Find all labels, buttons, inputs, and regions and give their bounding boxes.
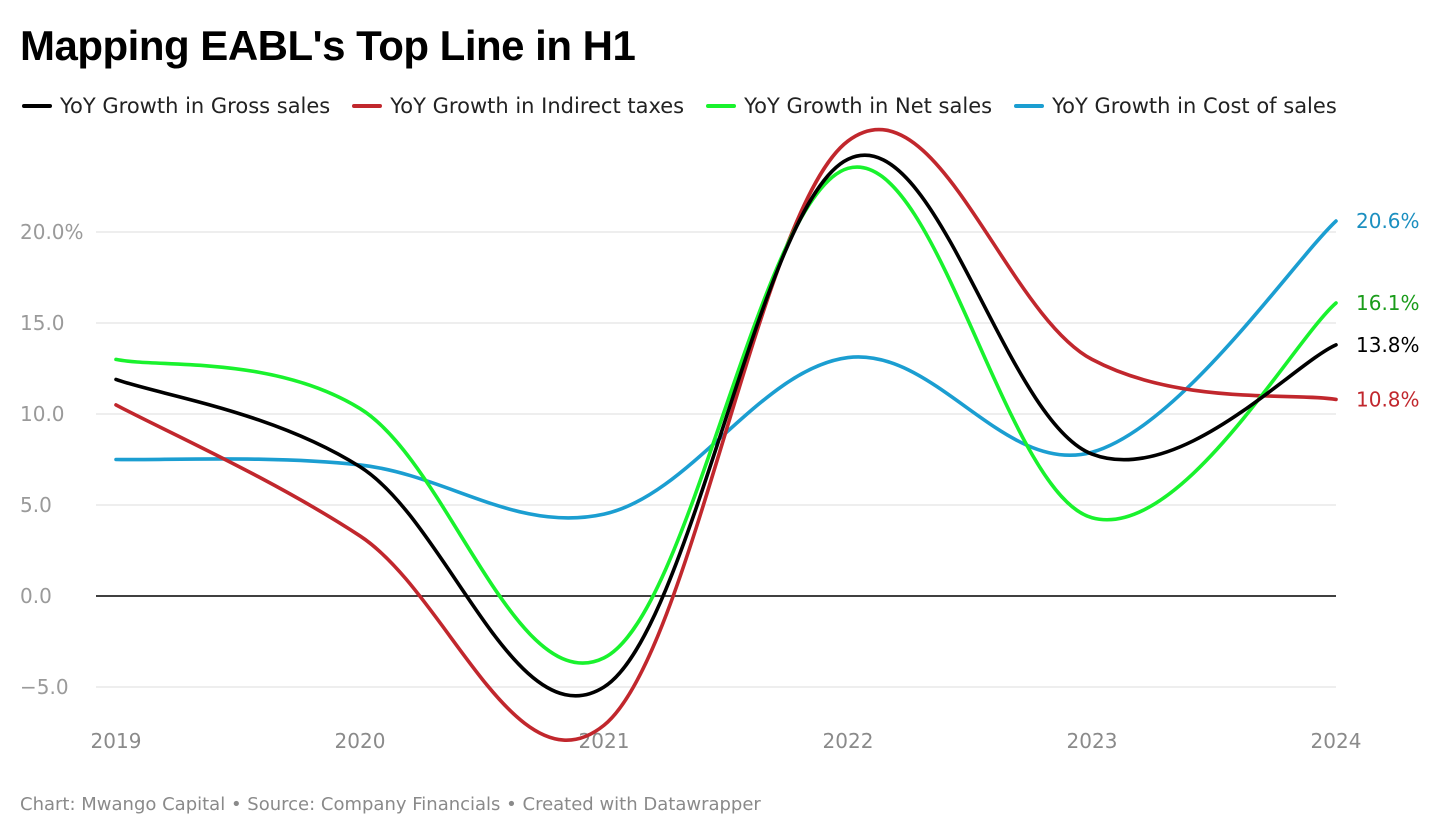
legend-label-indirect-taxes: YoY Growth in Indirect taxes: [390, 94, 685, 118]
legend-label-gross-sales: YoY Growth in Gross sales: [60, 94, 331, 118]
y-tick-label: 0.0: [20, 584, 52, 608]
series-line-net-sales: [114, 165, 1338, 665]
x-tick-label: 2019: [91, 729, 142, 753]
chart-footer: Chart: Mwango Capital • Source: Company …: [20, 794, 761, 815]
x-tick-label: 2024: [1311, 729, 1362, 753]
legend-item-gross-sales: YoY Growth in Gross sales: [22, 94, 330, 118]
x-tick-label: 2023: [1067, 729, 1118, 753]
y-tick-label: −5.0: [20, 675, 69, 699]
y-tick-label: 10.0: [20, 402, 65, 426]
y-tick-label: 15.0: [20, 311, 65, 335]
series-line-gross-sales: [114, 153, 1338, 698]
end-label-cost-of-sales: 20.6%: [1356, 209, 1420, 233]
legend-label-net-sales: YoY Growth in Net sales: [744, 94, 993, 118]
legend-item-indirect-taxes: YoY Growth in Indirect taxes: [352, 94, 684, 118]
x-tick-label: 2021: [579, 729, 630, 753]
legend-swatch-cost-of-sales: [1014, 104, 1045, 108]
chart-title: Mapping EABL's Top Line in H1: [20, 22, 636, 69]
y-tick-label: 20.0%: [20, 220, 84, 244]
legend-swatch-net-sales: [706, 104, 737, 108]
x-tick-label: 2020: [335, 729, 386, 753]
series-line-cost-of-sales: [114, 219, 1338, 520]
legend-item-net-sales: YoY Growth in Net sales: [706, 94, 992, 118]
series-line-indirect-taxes: [114, 127, 1338, 742]
legend-swatch-gross-sales: [22, 104, 52, 108]
legend-label-cost-of-sales: YoY Growth in Cost of sales: [1052, 94, 1337, 118]
legend: YoY Growth in Gross sales YoY Growth in …: [22, 94, 1359, 118]
end-label-net-sales: 16.1%: [1356, 291, 1420, 315]
y-tick-label: 5.0: [20, 493, 52, 517]
x-tick-label: 2022: [823, 729, 874, 753]
legend-swatch-indirect-taxes: [352, 104, 383, 108]
end-label-gross-sales: 13.8%: [1356, 333, 1420, 357]
legend-item-cost-of-sales: YoY Growth in Cost of sales: [1014, 94, 1337, 118]
end-label-indirect-taxes: 10.8%: [1356, 387, 1420, 411]
